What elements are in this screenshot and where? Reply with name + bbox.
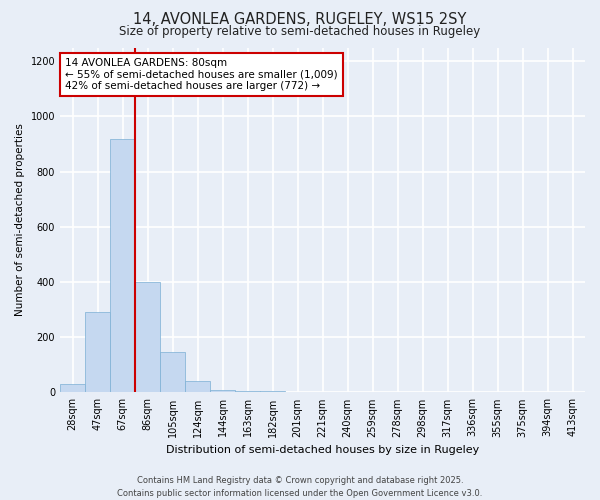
Y-axis label: Number of semi-detached properties: Number of semi-detached properties — [15, 124, 25, 316]
Text: Contains HM Land Registry data © Crown copyright and database right 2025.
Contai: Contains HM Land Registry data © Crown c… — [118, 476, 482, 498]
Bar — [135, 282, 160, 393]
X-axis label: Distribution of semi-detached houses by size in Rugeley: Distribution of semi-detached houses by … — [166, 445, 479, 455]
Bar — [110, 138, 135, 392]
Bar — [185, 382, 210, 392]
Bar — [60, 384, 85, 392]
Bar — [85, 312, 110, 392]
Bar — [210, 390, 235, 392]
Bar — [160, 352, 185, 393]
Text: 14 AVONLEA GARDENS: 80sqm
← 55% of semi-detached houses are smaller (1,009)
42% : 14 AVONLEA GARDENS: 80sqm ← 55% of semi-… — [65, 58, 338, 91]
Bar — [235, 391, 260, 392]
Bar — [260, 391, 285, 392]
Text: Size of property relative to semi-detached houses in Rugeley: Size of property relative to semi-detach… — [119, 25, 481, 38]
Text: 14, AVONLEA GARDENS, RUGELEY, WS15 2SY: 14, AVONLEA GARDENS, RUGELEY, WS15 2SY — [133, 12, 467, 28]
